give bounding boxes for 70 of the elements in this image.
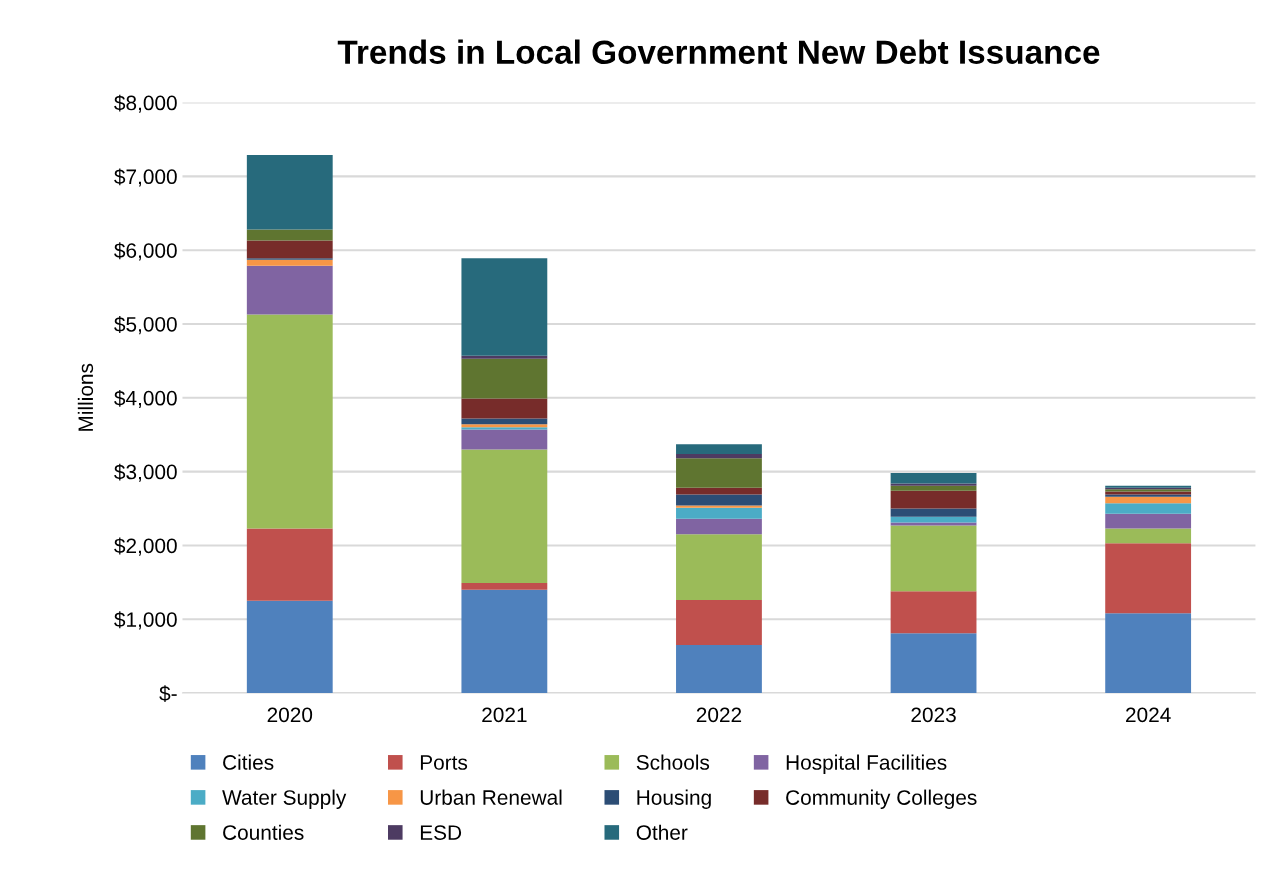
x-tick-label: 2021 (482, 707, 527, 723)
bar (676, 487, 762, 495)
bar (246, 229, 333, 241)
bar (461, 429, 548, 450)
bar (246, 600, 333, 694)
bar (890, 525, 977, 592)
bar (890, 591, 977, 634)
legend-label: Urban Renewal (420, 789, 562, 805)
bar (246, 528, 333, 601)
bar (246, 259, 333, 266)
bar (890, 473, 977, 484)
legend-label: Cities (223, 754, 274, 770)
bar (890, 483, 977, 486)
legend-label: Water Supply (222, 789, 347, 809)
y-tick-label: $7,000 (114, 168, 177, 187)
bar (676, 458, 762, 488)
bar (461, 583, 548, 590)
legend-label: Other (636, 824, 688, 840)
y-tick-label: $2,000 (114, 537, 177, 556)
bar (1105, 503, 1192, 514)
x-tick-label: 2020 (267, 707, 313, 723)
bar (461, 449, 548, 584)
y-tick-label: $6,000 (114, 242, 177, 261)
bar (1105, 543, 1192, 614)
bar (246, 265, 333, 315)
legend-label: Ports (420, 755, 468, 770)
y-axis-title: Millions (77, 363, 94, 431)
bar (246, 154, 333, 230)
y-tick-label: $5,000 (114, 316, 177, 335)
bar (246, 314, 333, 529)
bar (890, 508, 977, 517)
bar (676, 505, 762, 508)
legend-label: Counties (223, 824, 304, 840)
y-tick-label: $8,000 (114, 94, 177, 113)
legend-label: Schools (636, 754, 710, 770)
y-tick-label: $4,000 (114, 389, 177, 409)
bar (676, 518, 762, 535)
bar (890, 490, 977, 509)
bar (461, 589, 548, 694)
bar (676, 444, 762, 454)
bar (676, 494, 762, 506)
legend-label: Community Colleges (786, 789, 977, 809)
bar (461, 355, 548, 359)
bar (1105, 513, 1192, 529)
x-tick-label: 2022 (696, 707, 742, 723)
bar (1105, 613, 1192, 694)
bar (461, 258, 548, 356)
bar (246, 240, 333, 259)
bar (890, 516, 977, 523)
bar (676, 507, 762, 519)
legend-label: Housing (637, 789, 711, 809)
bar (461, 418, 548, 425)
bar (676, 600, 762, 646)
bar (676, 534, 762, 601)
chart-title: Trends in Local Government New Debt Issuance (337, 39, 1100, 64)
bar (461, 398, 548, 419)
y-tick-label: $1,000 (114, 611, 177, 630)
x-tick-label: 2024 (1126, 707, 1171, 723)
bar (890, 485, 977, 491)
x-tick-label: 2023 (911, 707, 956, 723)
legend-label: ESD (420, 825, 462, 840)
bar (1105, 496, 1192, 504)
bar (890, 633, 977, 694)
bar (676, 453, 762, 459)
bar (1105, 528, 1192, 544)
y-tick-label: $3,000 (114, 463, 177, 482)
bar (676, 645, 762, 694)
legend-label: Hospital Facilities (786, 754, 947, 774)
bar (461, 358, 548, 399)
y-tick-label: $- (159, 685, 177, 703)
